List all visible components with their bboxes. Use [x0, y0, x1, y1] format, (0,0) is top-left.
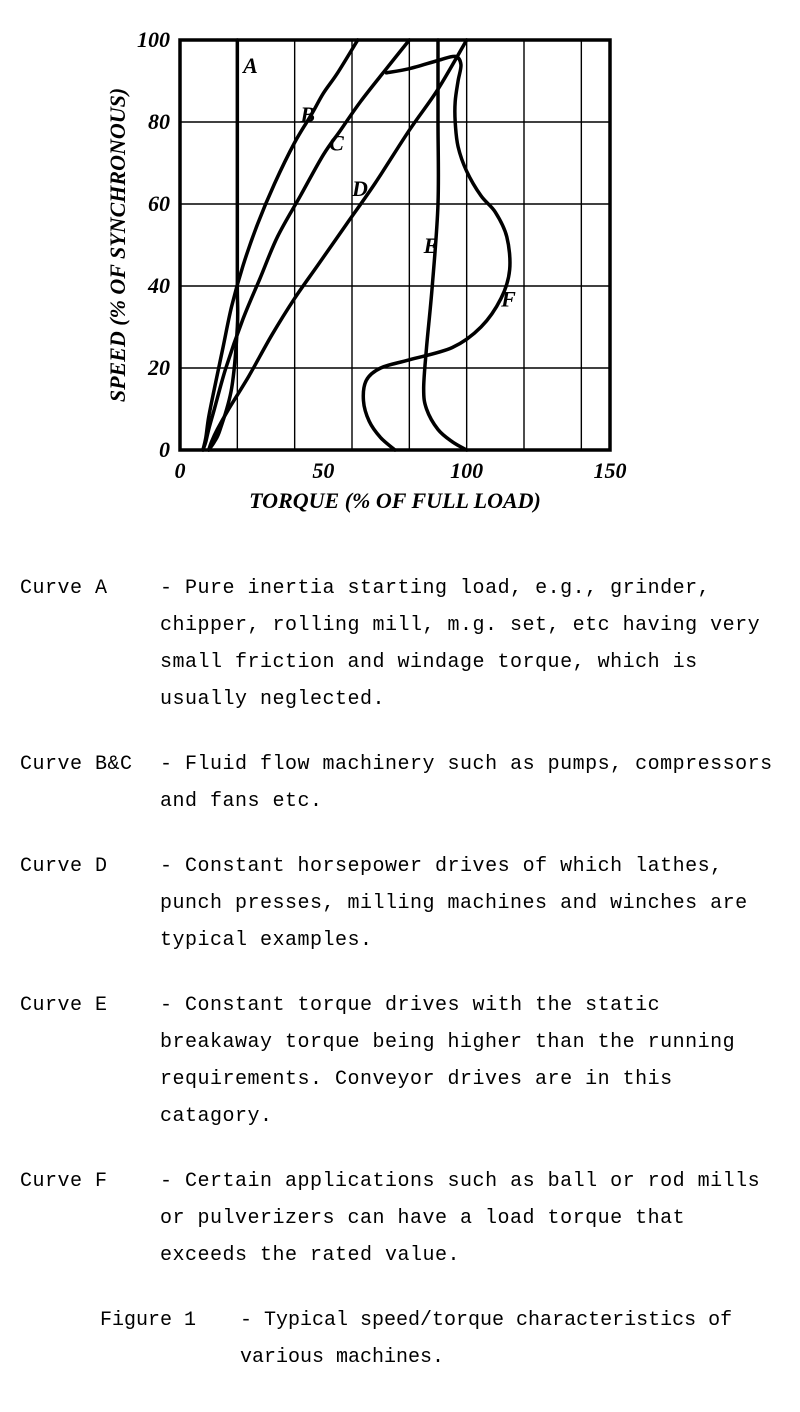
desc-row: Curve D Constant horsepower drives of wh… — [20, 848, 780, 959]
desc-label: Curve A — [20, 570, 160, 718]
desc-row: Curve F Certain applications such as bal… — [20, 1163, 780, 1274]
desc-row: Curve E Constant torque drives with the … — [20, 987, 780, 1135]
svg-text:50: 50 — [312, 458, 334, 483]
desc-label: Curve B&C — [20, 746, 160, 820]
svg-text:D: D — [351, 176, 368, 201]
desc-text: Fluid flow machinery such as pumps, comp… — [160, 746, 780, 820]
desc-label: Curve E — [20, 987, 160, 1135]
svg-text:80: 80 — [148, 109, 170, 134]
figure-caption: Figure 1 Typical speed/torque characteri… — [100, 1302, 780, 1376]
svg-text:0: 0 — [175, 458, 186, 483]
svg-text:60: 60 — [148, 191, 170, 216]
chart-container: 0 50 100 150 0 20 40 60 80 100 TORQUE (% OF FULL L… — [100, 20, 660, 540]
desc-text: Certain applications such as ball or rod… — [160, 1163, 780, 1274]
desc-row: Curve B&C Fluid flow machinery such as p… — [20, 746, 780, 820]
svg-text:A: A — [241, 53, 258, 78]
caption-label: Figure 1 — [100, 1302, 240, 1376]
svg-text:F: F — [500, 287, 516, 312]
desc-text: Pure inertia starting load, e.g., grinde… — [160, 570, 780, 718]
svg-text:B: B — [299, 102, 315, 127]
svg-text:40: 40 — [147, 273, 170, 298]
desc-label: Curve D — [20, 848, 160, 959]
svg-text:150: 150 — [594, 458, 627, 483]
desc-text: Constant horsepower drives of which lath… — [160, 848, 780, 959]
curve-descriptions: Curve A Pure inertia starting load, e.g.… — [20, 570, 780, 1274]
svg-text:E: E — [423, 233, 439, 258]
svg-text:100: 100 — [137, 27, 170, 52]
svg-text:0: 0 — [159, 437, 170, 462]
speed-torque-chart: 0 50 100 150 0 20 40 60 80 100 TORQUE (% OF FULL L… — [100, 20, 660, 540]
desc-text: Constant torque drives with the static b… — [160, 987, 780, 1135]
desc-row: Curve A Pure inertia starting load, e.g.… — [20, 570, 780, 718]
desc-label: Curve F — [20, 1163, 160, 1274]
svg-text:TORQUE (% OF FULL LOAD): TORQUE (% OF FULL LOAD) — [249, 488, 541, 513]
svg-text:SPEED (% OF SYNCHRONOUS): SPEED (% OF SYNCHRONOUS) — [105, 88, 130, 402]
svg-text:C: C — [329, 131, 344, 156]
svg-text:100: 100 — [450, 458, 483, 483]
caption-text: Typical speed/torque characteristics of … — [240, 1302, 780, 1376]
svg-text:20: 20 — [147, 355, 170, 380]
